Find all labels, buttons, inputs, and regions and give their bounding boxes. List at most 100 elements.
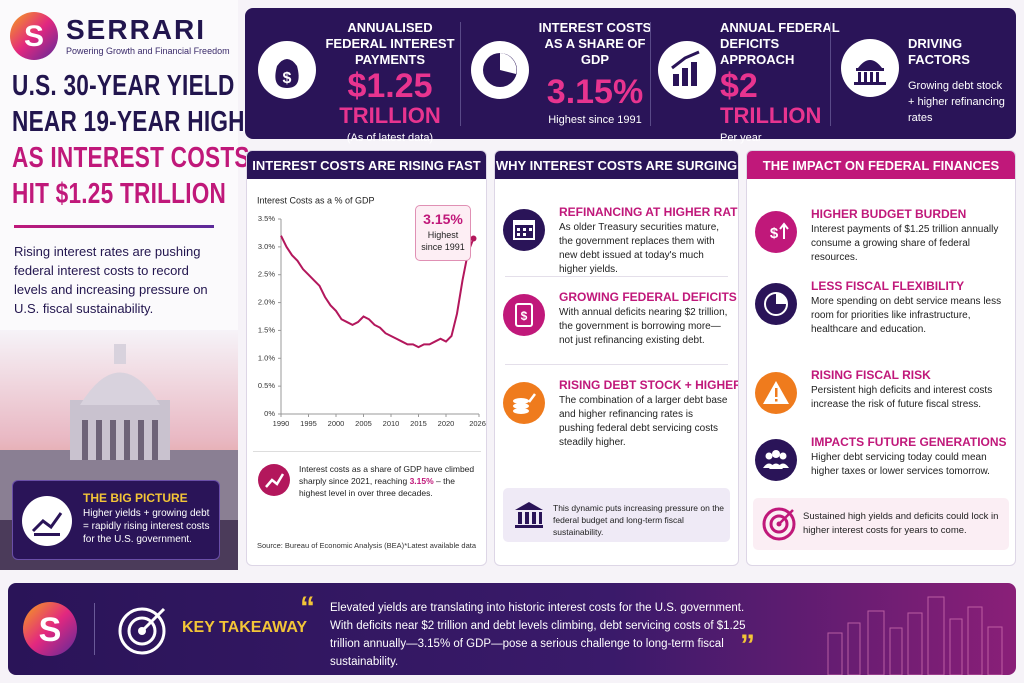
item-icon [755, 372, 797, 414]
separator [253, 451, 481, 452]
stat: ANNUALISED FEDERAL INTEREST PAYMENTS $1.… [325, 20, 455, 144]
annotation-value: 3.15% [423, 211, 463, 227]
chart-note: Interest costs as a share of GDP have cl… [299, 463, 481, 499]
item-text: More spending on debt service means less… [811, 296, 1002, 335]
headline: U.S. 30-YEAR YIELD NEAR 19-YEAR HIGHS AS… [12, 68, 330, 212]
headline-line: U.S. 30-YEAR YIELD [12, 70, 235, 102]
item-icon: $ [755, 211, 797, 253]
x-tick-label: 1995 [300, 419, 317, 428]
stat-note: Highest since 1991 [548, 114, 642, 126]
footer-text: This dynamic puts increasing pressure on… [553, 503, 725, 537]
panel-title: THE IMPACT ON FEDERAL FINANCES [747, 151, 1015, 179]
separator [830, 22, 831, 126]
svg-text:S: S [39, 611, 62, 649]
takeaway-bar: S KEY TAKEAWAY “ Elevated yields are tra… [8, 583, 1016, 675]
item-icon [755, 439, 797, 481]
item-text: Higher debt servicing today could mean h… [811, 452, 990, 477]
footer-icon [762, 507, 796, 541]
item-text: With annual deficits nearing $2 trillion… [559, 307, 728, 346]
stat-value: $1.25 [347, 67, 433, 105]
big-picture-title: THE BIG PICTURE [83, 491, 188, 505]
stat-icon [471, 41, 529, 99]
quote-mark: “ [300, 591, 315, 624]
source: Source: Bureau of Economic Analysis (BEA… [257, 541, 405, 550]
y-tick-label: 2.5% [258, 270, 275, 279]
item-title: RISING DEBT STOCK + HIGHER RATES [559, 378, 739, 392]
separator [650, 22, 651, 126]
separator [505, 364, 728, 365]
y-tick-label: 0% [264, 409, 275, 418]
svg-text:$: $ [283, 70, 292, 87]
item-icon [503, 382, 545, 424]
item-icon: $ [503, 294, 545, 336]
item-title: LESS FISCAL FLEXIBILITY [811, 279, 965, 293]
chart-title: Interest Costs as a % of GDP [257, 195, 375, 205]
brand-tagline: Powering Growth and Financial Freedom [66, 46, 230, 56]
item-icon [755, 283, 797, 325]
x-tick-label: 2020 [438, 419, 455, 428]
item-text: Persistent high deficits and interest co… [811, 385, 993, 410]
stat: DRIVING FACTORS Growing debt stock + hig… [908, 36, 1008, 126]
y-tick-label: 2.0% [258, 298, 275, 307]
footnote: *Latest available data [404, 541, 476, 550]
stat: ANNUAL FEDERAL DEFICITS APPROACH $2 TRIL… [720, 20, 840, 144]
y-tick-label: 0.5% [258, 381, 275, 390]
end-point [470, 235, 477, 242]
stat-note: (As of latest data) [346, 132, 434, 144]
why-panel: WHY INTEREST COSTS ARE SURGING REFINANCI… [494, 150, 739, 566]
x-tick-label: 2026* [469, 419, 487, 428]
annotation-text: Highest since 1991 [421, 230, 465, 252]
takeaway-text: Elevated yields are translating into his… [330, 602, 746, 668]
footer-text: Sustained high yields and deficits could… [803, 511, 999, 536]
item-title: GROWING FEDERAL DEFICITS [559, 290, 737, 304]
item-text: As older Treasury securities mature, the… [559, 222, 720, 275]
stat-icon: $ [258, 41, 316, 99]
svg-text:S: S [24, 20, 44, 53]
svg-text:$: $ [521, 309, 528, 323]
note-text: Interest costs as a share of GDP have cl… [299, 464, 475, 486]
headline-line: HIT $1.25 TRILLION [12, 178, 227, 210]
stat-unit: TRILLION [720, 103, 822, 128]
note-highlight: 3.15% [409, 476, 434, 486]
stat-unit: TRILLION [339, 103, 441, 128]
quote-mark: ” [740, 629, 755, 662]
stat-note: Growing debt stock + higher refinancing … [908, 80, 1005, 124]
why-footer: This dynamic puts increasing pressure on… [503, 488, 730, 542]
panel-title: INTEREST COSTS ARE RISING FAST [247, 151, 486, 179]
separator [94, 603, 95, 655]
panel-title: WHY INTEREST COSTS ARE SURGING [495, 151, 738, 179]
x-tick-label: 1990 [273, 419, 290, 428]
stat-label: INTEREST COSTS AS A SHARE OF GDP [538, 20, 652, 67]
stat-label: ANNUAL FEDERAL DEFICITS APPROACH [720, 20, 840, 67]
logo: S [10, 12, 58, 60]
note-text: – the highest level in over three decade… [299, 476, 455, 498]
stat-note: Per year [720, 132, 762, 144]
target-icon [118, 607, 166, 655]
note-icon [258, 464, 290, 496]
impact-footer: Sustained high yields and deficits could… [753, 498, 1009, 550]
chart-panel: INTEREST COSTS ARE RISING FAST Interest … [246, 150, 487, 566]
stat-icon [658, 41, 716, 99]
headline-line: NEAR 19-YEAR HIGHS [12, 106, 261, 138]
series-line [280, 235, 475, 349]
stat-value: $2 [720, 67, 758, 105]
stat-label: ANNUALISED FEDERAL INTEREST PAYMENTS [325, 20, 455, 67]
big-picture-box: THE BIG PICTURE Higher yields + growing … [12, 480, 220, 560]
x-tick-label: 2005 [355, 419, 372, 428]
divider [14, 225, 214, 228]
separator [505, 276, 728, 277]
footer-icon [515, 502, 543, 528]
y-tick-label: 3.5% [258, 214, 275, 223]
x-tick-label: 2010 [383, 419, 400, 428]
x-tick-label: 2000 [328, 419, 345, 428]
impact-panel: THE IMPACT ON FEDERAL FINANCES $ HIGHER … [746, 150, 1016, 566]
intro: Rising interest rates are pushing federa… [14, 244, 208, 316]
logo: S [23, 602, 77, 656]
headline-line: AS INTEREST COSTS [12, 142, 250, 174]
big-picture-icon [22, 496, 72, 546]
left-column: S SERRARI Powering Growth and Financial … [0, 0, 260, 570]
big-picture-text: Higher yields + growing debt = rapidly r… [83, 508, 210, 545]
svg-text:$: $ [770, 225, 779, 242]
item-text: The combination of a larger debt base an… [559, 395, 728, 448]
